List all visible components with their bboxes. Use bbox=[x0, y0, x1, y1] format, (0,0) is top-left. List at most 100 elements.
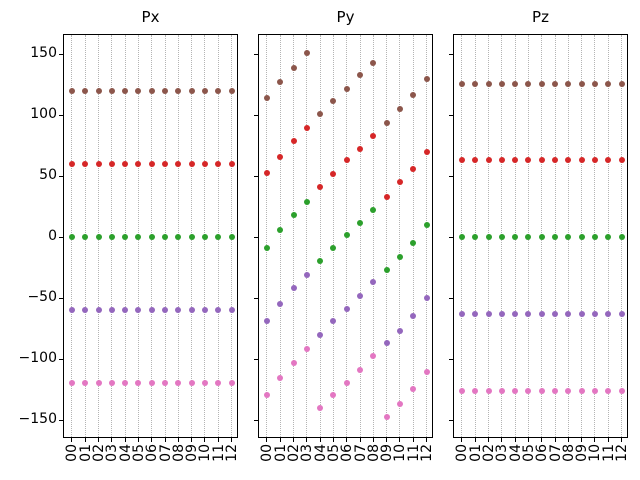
data-point-red bbox=[591, 157, 598, 164]
data-point-red bbox=[108, 161, 115, 168]
data-point-green bbox=[228, 234, 235, 241]
data-point-purple bbox=[175, 307, 182, 314]
data-point-brown bbox=[68, 88, 75, 94]
data-point-red bbox=[290, 137, 297, 144]
data-point-red bbox=[122, 161, 129, 168]
data-point-pink bbox=[317, 404, 324, 411]
x-tick bbox=[191, 438, 193, 442]
data-point-purple bbox=[357, 292, 363, 299]
data-point-red bbox=[188, 161, 195, 168]
data-point-pink bbox=[565, 387, 572, 394]
x-tick bbox=[293, 438, 294, 442]
y-tick bbox=[59, 298, 63, 299]
data-point-brown bbox=[472, 80, 479, 87]
y-tick bbox=[449, 420, 453, 421]
data-point-green bbox=[370, 207, 377, 214]
x-tick bbox=[607, 438, 609, 442]
data-point-brown bbox=[605, 80, 612, 87]
data-point-purple bbox=[108, 307, 115, 314]
gridline bbox=[266, 35, 268, 437]
data-point-green bbox=[188, 234, 195, 241]
data-point-green bbox=[552, 234, 558, 241]
data-point-red bbox=[263, 169, 270, 176]
data-point-brown bbox=[228, 88, 235, 94]
data-point-purple bbox=[458, 310, 465, 317]
data-point-pink bbox=[552, 387, 558, 394]
y-tick bbox=[59, 420, 63, 421]
data-point-green bbox=[162, 234, 168, 241]
data-point-green bbox=[525, 234, 532, 241]
x-tick-label: 12 bbox=[224, 444, 240, 462]
data-point-purple bbox=[605, 310, 612, 317]
data-point-red bbox=[423, 148, 430, 155]
data-point-green bbox=[565, 234, 572, 241]
data-point-green bbox=[538, 234, 545, 241]
data-point-green bbox=[383, 267, 390, 274]
data-point-pink bbox=[175, 380, 182, 387]
data-point-pink bbox=[383, 414, 390, 421]
data-point-pink bbox=[162, 380, 168, 387]
gridline bbox=[359, 35, 361, 437]
y-tick bbox=[254, 176, 258, 177]
subplot-title-py: Py bbox=[336, 8, 355, 26]
data-point-brown bbox=[370, 60, 377, 66]
data-point-red bbox=[525, 157, 532, 164]
data-point-green bbox=[512, 234, 519, 241]
data-point-pink bbox=[538, 387, 545, 394]
x-tick bbox=[567, 438, 569, 442]
x-tick bbox=[554, 438, 556, 442]
data-point-brown bbox=[263, 95, 270, 102]
data-point-brown bbox=[538, 80, 545, 87]
data-point-purple bbox=[370, 279, 377, 286]
data-point-green bbox=[396, 253, 403, 260]
data-point-pink bbox=[578, 387, 585, 394]
data-point-green bbox=[618, 234, 625, 241]
x-tick bbox=[514, 438, 516, 442]
x-tick bbox=[386, 438, 388, 442]
data-point-green bbox=[148, 234, 155, 241]
y-tick-label: 100 bbox=[30, 106, 57, 123]
data-point-brown bbox=[383, 119, 390, 126]
gridline bbox=[306, 35, 308, 437]
data-point-pink bbox=[135, 380, 142, 387]
data-point-red bbox=[303, 124, 310, 131]
data-point-red bbox=[472, 157, 479, 164]
data-point-pink bbox=[410, 386, 417, 393]
x-tick bbox=[541, 438, 543, 442]
data-point-purple bbox=[552, 310, 558, 317]
data-point-red bbox=[396, 179, 403, 186]
data-point-purple bbox=[525, 310, 532, 317]
data-point-green bbox=[68, 234, 75, 241]
data-point-purple bbox=[472, 310, 479, 317]
data-point-red bbox=[215, 161, 222, 168]
y-axis-labels: 150 100 50 0 −50 −100 −150 bbox=[0, 0, 60, 480]
data-point-green bbox=[330, 245, 337, 252]
data-point-pink bbox=[618, 387, 625, 394]
gridline bbox=[332, 35, 334, 437]
data-point-green bbox=[317, 258, 324, 265]
data-point-red bbox=[552, 157, 558, 164]
data-point-brown bbox=[396, 106, 403, 113]
gridline bbox=[279, 35, 281, 437]
y-tick bbox=[59, 359, 63, 360]
data-point-purple bbox=[277, 301, 284, 308]
plot-area-px: 00 01 02 03 04 05 06 07 08 09 10 11 12 bbox=[59, 34, 240, 462]
y-tick bbox=[254, 54, 258, 55]
data-point-red bbox=[538, 157, 545, 164]
data-point-brown bbox=[423, 75, 430, 82]
data-point-green bbox=[108, 234, 115, 241]
data-point-red bbox=[498, 157, 505, 164]
gridline bbox=[399, 35, 401, 437]
data-point-brown bbox=[148, 88, 155, 94]
y-tick bbox=[449, 176, 453, 177]
subplot-py: Py 00 01 02 03 04 05 06 07 08 09 10 11 12 bbox=[254, 9, 435, 462]
data-point-purple bbox=[618, 310, 625, 317]
data-point-purple bbox=[317, 331, 324, 338]
data-point-purple bbox=[410, 313, 417, 320]
data-point-green bbox=[498, 234, 505, 241]
data-point-green bbox=[95, 234, 102, 241]
gridline bbox=[293, 35, 294, 437]
x-tick bbox=[111, 438, 113, 442]
data-point-red bbox=[410, 165, 417, 172]
